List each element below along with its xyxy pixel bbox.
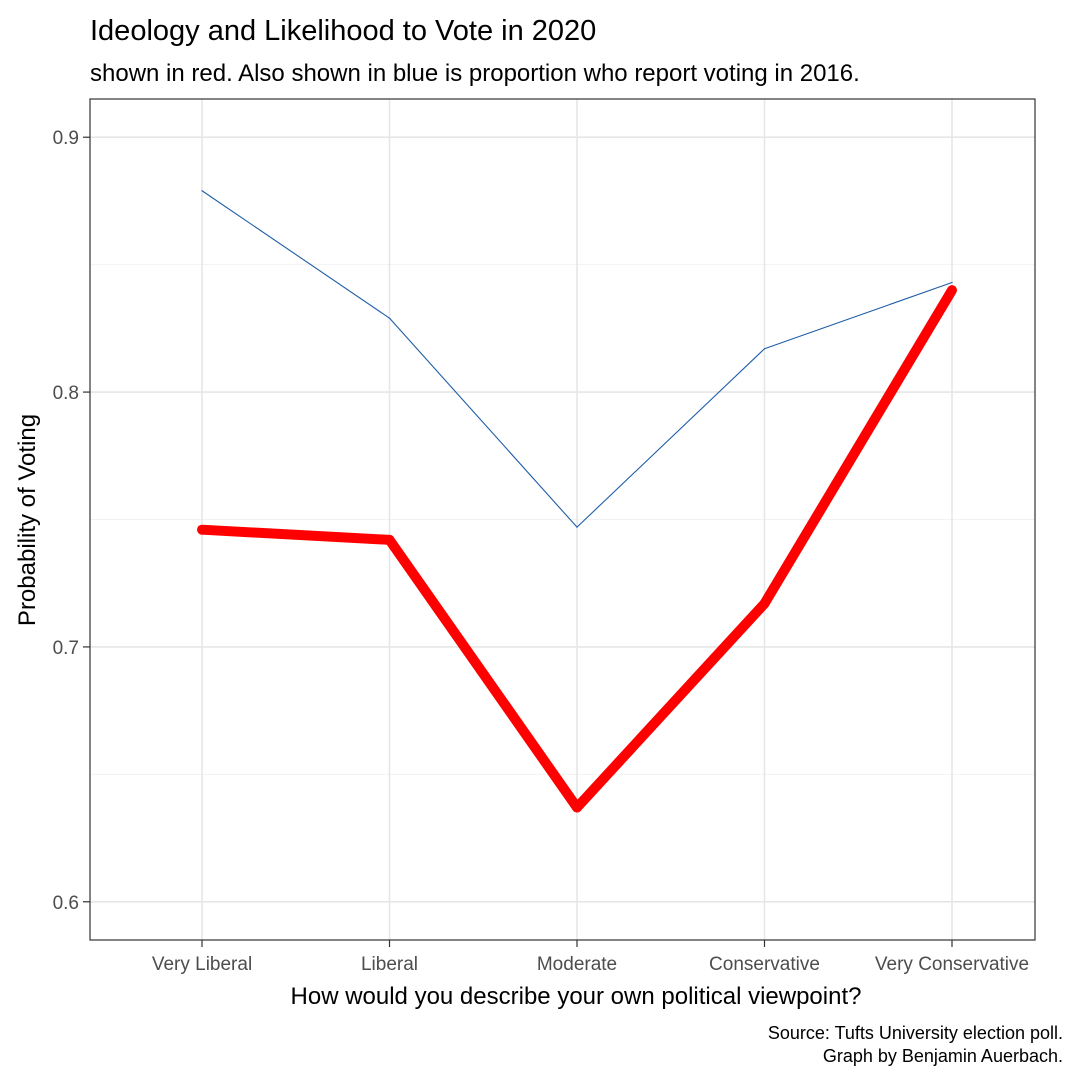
y-tick-label: 0.8 [53,383,79,404]
plot-border [89,98,1036,941]
caption-credit: Graph by Benjamin Auerbach. [823,1046,1063,1066]
data-point-2016 [388,317,391,319]
data-point-2020 [572,802,582,813]
y-tick-label: 0.7 [53,638,79,659]
x-tick-label: Conservative [709,954,820,975]
chart-subtitle: shown in red. Also shown in blue is prop… [90,60,860,87]
x-axis-title: How would you describe your own politica… [291,983,862,1010]
data-point-2016 [763,348,766,350]
x-axis-ticks: Very Liberal Liberal Moderate Conservative V… [152,940,1029,975]
data-point-2016 [201,190,203,192]
data-point-2020 [947,285,957,296]
caption-source: Source: Tufts University election poll. [768,1023,1063,1043]
series-lines [197,190,957,813]
data-point-2016 [951,281,953,284]
y-axis-ticks: 0.6 0.7 0.8 0.9 [53,128,90,914]
x-tick-label: Moderate [537,954,617,975]
y-tick-label: 0.6 [53,893,79,914]
y-axis-title: Probability of Voting [14,414,41,626]
x-tick-label: Very Liberal [152,954,252,975]
data-point-2020 [384,534,395,545]
data-point-2020 [759,598,770,609]
chart-title: Ideology and Likelihood to Vote in 2020 [90,15,596,47]
y-tick-label: 0.9 [53,128,79,149]
data-point-2016 [576,526,578,528]
data-point-2020 [197,524,207,535]
x-tick-label: Liberal [361,954,418,975]
x-tick-label: Very Conservative [875,954,1029,975]
